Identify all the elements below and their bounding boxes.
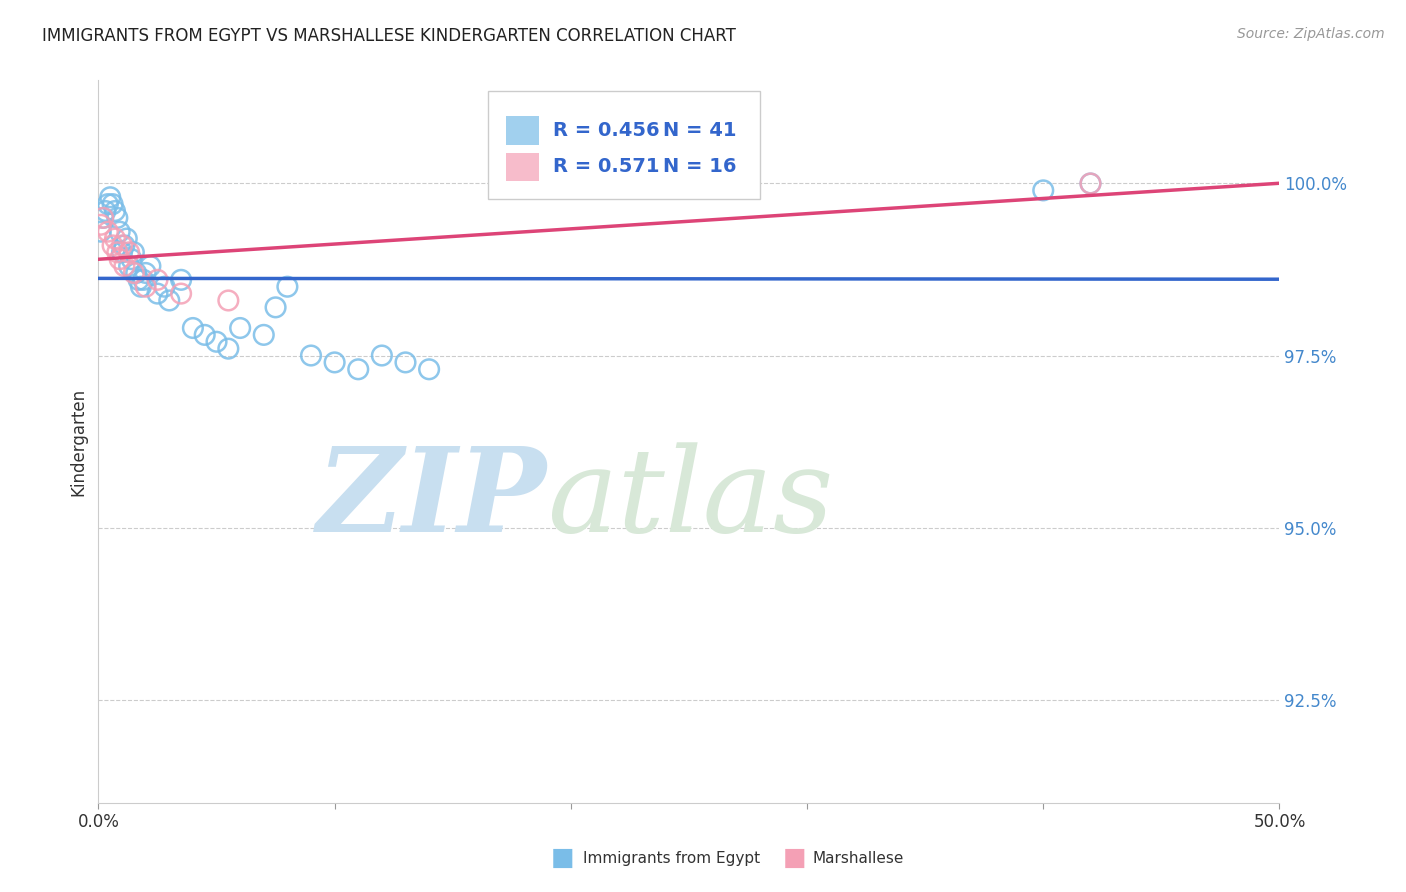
Point <box>121 252 143 267</box>
Point <box>111 238 134 252</box>
Point <box>91 211 114 225</box>
Point <box>118 259 141 273</box>
Point <box>418 362 440 376</box>
Text: ■: ■ <box>783 847 806 870</box>
Point <box>170 286 193 301</box>
FancyBboxPatch shape <box>506 117 538 145</box>
Point <box>299 349 322 363</box>
Point <box>253 327 276 342</box>
Point <box>132 273 155 287</box>
Point <box>122 245 145 260</box>
Point <box>129 279 152 293</box>
Point <box>146 286 169 301</box>
Point <box>194 327 217 342</box>
Point <box>125 266 148 280</box>
Point <box>112 238 135 252</box>
Point <box>276 279 298 293</box>
Point <box>94 204 117 219</box>
Point <box>264 301 287 315</box>
Text: R = 0.456: R = 0.456 <box>553 121 659 140</box>
Point <box>122 266 145 280</box>
Point <box>1032 183 1054 197</box>
Point <box>217 342 239 356</box>
Text: ■: ■ <box>551 847 574 870</box>
Point <box>170 273 193 287</box>
Point <box>97 197 120 211</box>
Point <box>229 321 252 335</box>
Point <box>323 355 346 369</box>
Text: N = 41: N = 41 <box>664 121 737 140</box>
Point <box>105 245 128 260</box>
Point <box>157 293 180 308</box>
Point <box>205 334 228 349</box>
Text: R = 0.571: R = 0.571 <box>553 158 659 177</box>
Point <box>217 293 239 308</box>
Text: ZIP: ZIP <box>318 442 547 557</box>
FancyBboxPatch shape <box>506 153 538 181</box>
Point <box>181 321 204 335</box>
Point <box>115 231 138 245</box>
Text: atlas: atlas <box>547 442 834 557</box>
Point <box>1080 177 1102 191</box>
Point <box>105 211 128 225</box>
Point <box>111 245 134 260</box>
Point <box>98 190 121 204</box>
Point <box>135 279 157 293</box>
Point <box>97 225 120 239</box>
FancyBboxPatch shape <box>488 91 759 200</box>
Text: Immigrants from Egypt: Immigrants from Egypt <box>583 851 761 865</box>
Point <box>139 259 162 273</box>
Point <box>101 197 124 211</box>
Point <box>108 252 131 267</box>
Point <box>101 238 124 252</box>
Text: IMMIGRANTS FROM EGYPT VS MARSHALLESE KINDERGARTEN CORRELATION CHART: IMMIGRANTS FROM EGYPT VS MARSHALLESE KIN… <box>42 27 737 45</box>
Point <box>135 266 157 280</box>
Point <box>394 355 416 369</box>
Point <box>128 273 150 287</box>
Point <box>1080 177 1102 191</box>
Text: Marshallese: Marshallese <box>813 851 904 865</box>
Point <box>108 225 131 239</box>
Point <box>91 211 114 225</box>
Point <box>104 204 127 219</box>
Point <box>104 231 127 245</box>
Point <box>347 362 370 376</box>
Y-axis label: Kindergarten: Kindergarten <box>69 387 87 496</box>
Point <box>153 279 176 293</box>
Point <box>90 218 112 232</box>
Point <box>118 245 141 260</box>
Text: Source: ZipAtlas.com: Source: ZipAtlas.com <box>1237 27 1385 41</box>
Text: N = 16: N = 16 <box>664 158 737 177</box>
Point <box>112 259 135 273</box>
Point <box>90 225 112 239</box>
Point <box>371 349 394 363</box>
Point <box>146 273 169 287</box>
